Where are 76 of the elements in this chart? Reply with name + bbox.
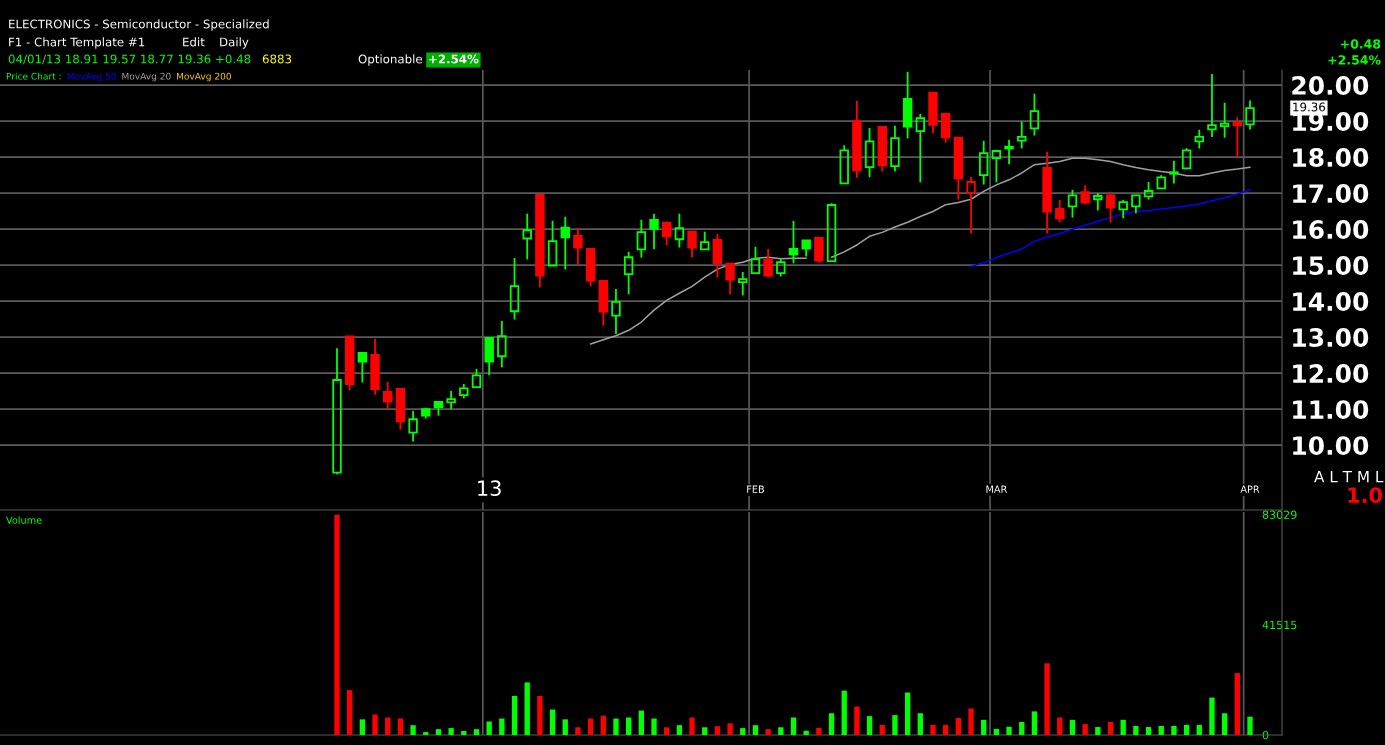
bar <box>587 718 594 735</box>
bar <box>1221 713 1228 735</box>
bar <box>334 514 340 735</box>
bar <box>499 718 505 735</box>
bar <box>461 731 467 735</box>
bar <box>866 716 873 735</box>
bar <box>790 717 797 735</box>
bar <box>765 729 771 735</box>
bar <box>600 715 606 735</box>
bar <box>727 723 733 735</box>
bar <box>423 732 429 735</box>
bar <box>651 718 657 735</box>
bar <box>1120 719 1126 735</box>
bar <box>511 695 518 735</box>
bar <box>930 724 936 735</box>
bar <box>689 717 695 735</box>
bar <box>1031 711 1038 735</box>
bar <box>816 727 822 735</box>
bar <box>1069 719 1076 735</box>
bar <box>879 724 885 735</box>
bar <box>347 690 353 735</box>
y-tick-label: 41515 <box>1262 620 1297 630</box>
bar <box>613 718 619 735</box>
bar <box>1044 663 1050 735</box>
bar <box>1019 721 1025 735</box>
bar <box>702 727 708 735</box>
bar <box>410 725 416 735</box>
bar <box>1145 727 1152 735</box>
bar <box>993 728 1000 735</box>
bar <box>473 729 480 735</box>
text: Volume <box>6 516 42 524</box>
bar <box>752 725 759 735</box>
bar <box>625 717 632 735</box>
bar <box>638 710 644 735</box>
bar <box>1082 724 1088 735</box>
bar <box>676 725 683 735</box>
bar <box>892 715 898 735</box>
bar <box>575 727 581 735</box>
bar <box>981 719 987 735</box>
bar <box>1196 724 1202 735</box>
y-tick-label: 83029 <box>1262 510 1297 519</box>
bar <box>1171 725 1177 735</box>
bar <box>1183 724 1190 735</box>
bar <box>562 719 568 735</box>
bar <box>359 719 366 735</box>
bar <box>1057 717 1063 735</box>
bar <box>1158 725 1164 735</box>
bar <box>435 729 442 735</box>
bar <box>1234 673 1240 735</box>
bar <box>549 709 556 735</box>
bar <box>664 727 670 735</box>
bar <box>1247 716 1253 735</box>
bar <box>524 682 530 735</box>
bar <box>904 692 911 735</box>
bar <box>955 718 962 735</box>
bar <box>841 690 847 735</box>
bar <box>917 713 923 735</box>
bar <box>1006 726 1012 735</box>
bar <box>968 708 974 735</box>
bar <box>828 713 835 735</box>
bar <box>714 726 721 735</box>
bar <box>854 706 860 735</box>
bar <box>1133 725 1139 735</box>
bar <box>943 724 949 735</box>
bar <box>740 728 746 735</box>
bar <box>1209 697 1215 735</box>
y-tick-label: 0 <box>1262 730 1269 740</box>
bar <box>778 727 784 735</box>
bar <box>448 728 454 735</box>
bar <box>385 717 391 735</box>
bar <box>537 695 543 735</box>
bar <box>1107 721 1114 735</box>
bar <box>372 714 378 735</box>
bar <box>1095 727 1101 735</box>
bar <box>397 718 404 735</box>
bar <box>486 721 492 735</box>
